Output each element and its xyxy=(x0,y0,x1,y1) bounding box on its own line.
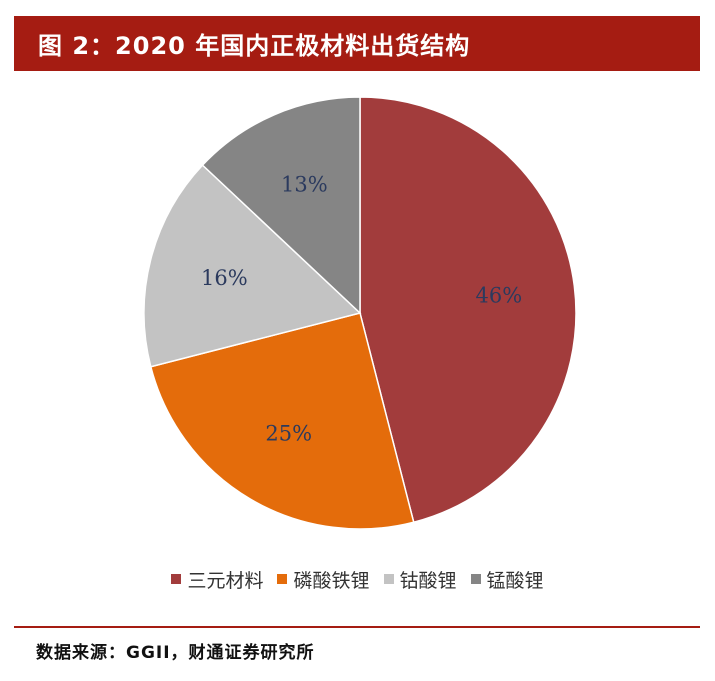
legend-item-4: 锰酸锂 xyxy=(470,566,544,593)
slice-label-1: 46% xyxy=(476,283,523,307)
legend-swatch-3 xyxy=(383,574,394,584)
figure-title-bar: 图 2：2020 年国内正极材料出货结构 xyxy=(14,16,700,71)
pie-slice-3 xyxy=(143,164,362,368)
legend-item-3: 钴酸锂 xyxy=(383,566,457,593)
legend-swatch-4 xyxy=(470,574,481,584)
legend-item-2: 磷酸铁锂 xyxy=(277,566,370,593)
slice-label-2: 25% xyxy=(265,422,312,446)
legend-label-1: 三元材料 xyxy=(187,569,264,592)
pie-slice-4 xyxy=(201,96,361,315)
figure-title: 图 2：2020 年国内正极材料出货结构 xyxy=(38,32,471,60)
legend-swatch-2 xyxy=(277,574,288,584)
slice-label-3: 16% xyxy=(201,266,248,290)
legend-label-4: 锰酸锂 xyxy=(486,569,544,592)
legend-label-2: 磷酸铁锂 xyxy=(293,569,370,592)
chart-legend: 三元材料 磷酸铁锂 钴酸锂 锰酸锂 xyxy=(0,564,715,594)
footer-divider xyxy=(14,626,700,628)
legend-swatch-1 xyxy=(171,574,182,584)
legend-label-3: 钴酸锂 xyxy=(399,569,457,592)
source-note: 数据来源：GGII，财通证券研究所 xyxy=(36,643,315,663)
slice-label-4: 13% xyxy=(281,173,328,197)
pie-slice-1 xyxy=(359,96,577,524)
legend-item-1: 三元材料 xyxy=(171,566,263,593)
pie-chart: 46% 25% 16% 13% xyxy=(143,96,577,530)
pie-slice-2 xyxy=(149,312,415,530)
